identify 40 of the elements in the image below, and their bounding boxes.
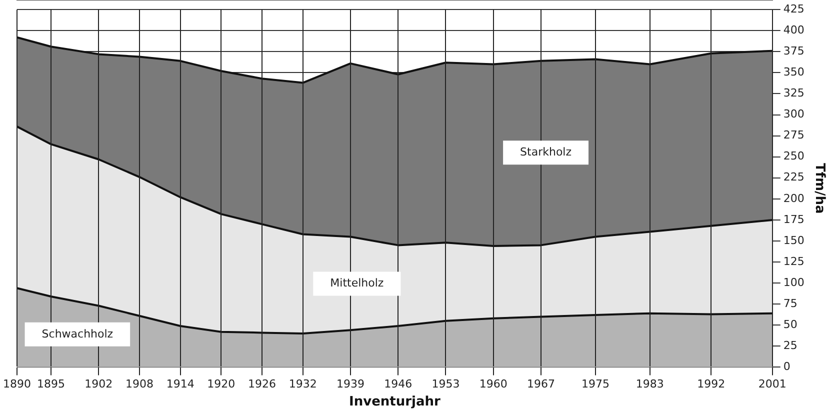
y-tick-label: 425 [783,2,804,16]
x-tick-label: 1926 [248,378,276,391]
x-tick-label: 1932 [288,378,317,391]
series-label: Schwachholz [42,327,114,340]
x-tick-label: 1975 [581,378,610,391]
y-tick-label: 225 [783,170,804,184]
y-tick-label: 300 [783,108,804,121]
x-tick-label: 1908 [125,378,154,391]
x-tick-label: 2001 [758,378,786,391]
x-tick-label: 1946 [384,378,412,391]
x-tick-label: 1992 [697,378,726,391]
y-tick-label: 325 [783,86,804,100]
x-tick-label: 1890 [2,378,31,391]
y-axis-title: Tfm/ha [812,162,827,214]
x-tick-label: 1902 [84,378,113,391]
x-tick-label: 1953 [432,378,460,391]
y-tick-label: 50 [783,318,798,331]
y-tick-label: 375 [783,44,804,58]
y-tick-label: 125 [783,254,804,268]
y-tick-label: 400 [783,23,804,36]
y-tick-label: 25 [783,339,798,352]
series-label: Mittelholz [330,276,384,290]
y-tick-label: 175 [783,212,804,226]
x-tick-label: 1939 [336,378,364,391]
x-tick-label: 1960 [479,378,508,391]
y-tick-label: 75 [783,296,798,310]
x-tick-label: 1920 [207,378,236,391]
series-label: Starkholz [520,145,572,158]
y-tick-label: 0 [783,360,790,374]
y-tick-label: 350 [783,66,804,79]
x-axis-title: Inventurjahr [348,394,441,410]
x-tick-label: 1914 [166,378,194,391]
x-tick-label: 1895 [37,378,66,391]
y-tick-label: 275 [783,128,804,142]
y-tick-label: 250 [783,150,804,163]
y-tick-label: 150 [783,234,804,247]
y-tick-label: 100 [783,276,804,289]
x-tick-label: 1983 [636,378,664,391]
y-tick-label: 200 [783,192,804,205]
x-tick-label: 1967 [527,378,556,391]
